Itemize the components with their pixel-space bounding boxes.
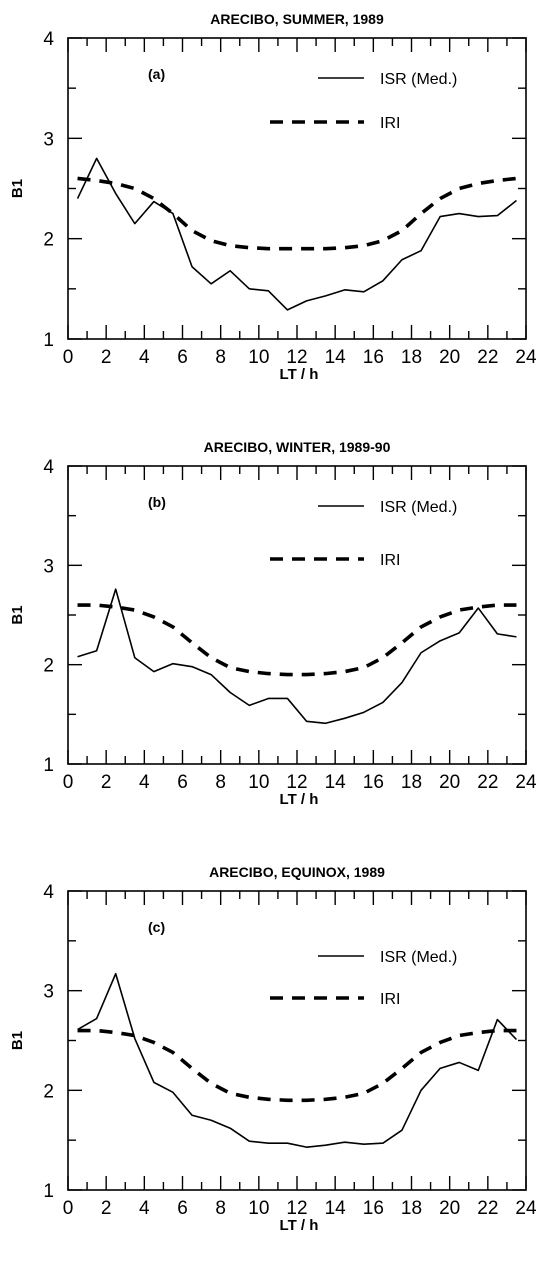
legend-label: IRI bbox=[380, 991, 400, 1008]
y-tick-label: 2 bbox=[43, 1081, 54, 1102]
y-tick-label: 2 bbox=[43, 656, 54, 677]
y-tick-label: 4 bbox=[43, 457, 54, 478]
y-tick-label: 4 bbox=[43, 29, 54, 50]
legend-label: IRI bbox=[380, 552, 400, 569]
x-tick-label: 22 bbox=[477, 772, 498, 793]
chart-title: ARECIBO, SUMMER, 1989 bbox=[210, 11, 384, 27]
x-tick-label: 0 bbox=[63, 1198, 74, 1219]
x-tick-label: 0 bbox=[63, 347, 74, 368]
x-tick-label: 20 bbox=[439, 347, 460, 368]
x-tick-label: 12 bbox=[286, 772, 307, 793]
x-tick-label: 4 bbox=[139, 347, 150, 368]
y-tick-label: 3 bbox=[43, 129, 54, 150]
chart-title: ARECIBO, WINTER, 1989-90 bbox=[204, 439, 391, 455]
panel-label: (b) bbox=[148, 494, 166, 510]
x-tick-label: 16 bbox=[363, 772, 384, 793]
y-axis-label: B1 bbox=[9, 605, 26, 624]
x-axis-label: LT / h bbox=[280, 791, 319, 808]
x-tick-label: 2 bbox=[101, 347, 112, 368]
x-tick-label: 4 bbox=[139, 772, 150, 793]
y-tick-label: 3 bbox=[43, 982, 54, 1003]
legend-label: ISR (Med.) bbox=[380, 499, 457, 516]
isr-series-line bbox=[76, 157, 517, 311]
x-tick-label: 12 bbox=[286, 347, 307, 368]
x-tick-label: 18 bbox=[401, 1198, 422, 1219]
x-axis-label: LT / h bbox=[280, 366, 319, 383]
y-tick-label: 1 bbox=[43, 1181, 54, 1202]
x-tick-label: 16 bbox=[363, 1198, 384, 1219]
x-tick-label: 12 bbox=[286, 1198, 307, 1219]
legend: ISR (Med.) IRI bbox=[270, 499, 457, 569]
x-tick-label: 22 bbox=[477, 347, 498, 368]
legend: ISR (Med.) IRI bbox=[270, 949, 457, 1008]
legend: ISR (Med.) IRI bbox=[270, 71, 457, 132]
x-tick-label: 6 bbox=[177, 1198, 188, 1219]
x-tick-label: 8 bbox=[215, 1198, 226, 1219]
iri-series-line bbox=[77, 176, 517, 251]
y-tick-label: 2 bbox=[43, 230, 54, 251]
y-tick-label: 1 bbox=[43, 755, 54, 776]
x-tick-label: 4 bbox=[139, 1198, 150, 1219]
x-tick-label: 24 bbox=[515, 772, 537, 793]
x-tick-label: 10 bbox=[248, 347, 269, 368]
x-tick-label: 10 bbox=[248, 1198, 269, 1219]
iri-series-line bbox=[77, 603, 517, 677]
isr-series-line bbox=[77, 588, 517, 725]
y-tick-label: 3 bbox=[43, 556, 54, 577]
chart-title: ARECIBO, EQUINOX, 1989 bbox=[209, 864, 385, 880]
x-tick-label: 14 bbox=[325, 1198, 347, 1219]
y-axis-label: B1 bbox=[9, 179, 26, 198]
x-tick-label: 8 bbox=[215, 772, 226, 793]
x-tick-label: 6 bbox=[177, 347, 188, 368]
legend-label: ISR (Med.) bbox=[380, 949, 457, 966]
x-tick-label: 10 bbox=[248, 772, 269, 793]
x-axis-label: LT / h bbox=[280, 1217, 319, 1234]
x-tick-label: 18 bbox=[401, 347, 422, 368]
panel-label: (c) bbox=[148, 919, 165, 935]
x-tick-label: 14 bbox=[325, 347, 347, 368]
y-axis-label: B1 bbox=[9, 1031, 26, 1050]
x-tick-label: 24 bbox=[515, 1198, 537, 1219]
x-tick-label: 0 bbox=[63, 772, 74, 793]
x-tick-label: 22 bbox=[477, 1198, 498, 1219]
x-tick-label: 14 bbox=[325, 772, 347, 793]
x-tick-label: 16 bbox=[363, 347, 384, 368]
legend-label: IRI bbox=[380, 115, 400, 132]
y-tick-label: 1 bbox=[43, 330, 54, 351]
panel-label: (a) bbox=[148, 66, 165, 82]
x-tick-label: 8 bbox=[215, 347, 226, 368]
x-tick-label: 2 bbox=[101, 1198, 112, 1219]
x-tick-label: 20 bbox=[439, 772, 460, 793]
x-tick-label: 6 bbox=[177, 772, 188, 793]
x-tick-label: 24 bbox=[515, 347, 537, 368]
iri-series-line bbox=[77, 1028, 517, 1103]
x-tick-label: 20 bbox=[439, 1198, 460, 1219]
isr-series-line bbox=[77, 972, 518, 1148]
x-tick-label: 18 bbox=[401, 772, 422, 793]
y-tick-label: 4 bbox=[43, 882, 54, 903]
x-tick-label: 2 bbox=[101, 772, 112, 793]
legend-label: ISR (Med.) bbox=[380, 71, 457, 88]
